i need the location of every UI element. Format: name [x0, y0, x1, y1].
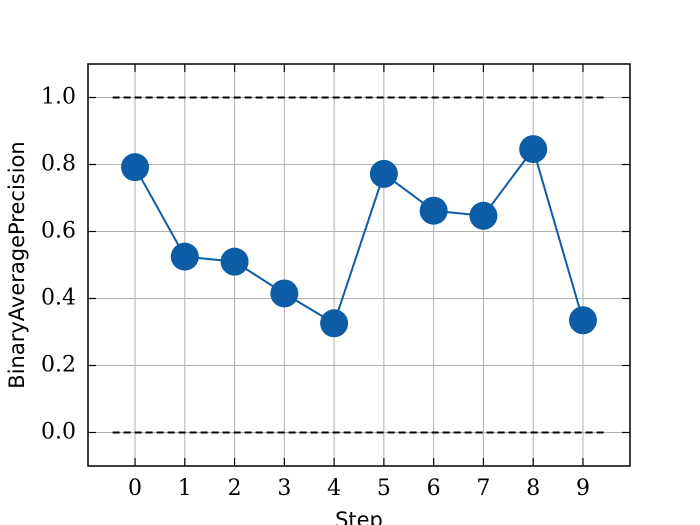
data-point [369, 159, 398, 188]
data-point [519, 135, 548, 164]
plot-frame [87, 63, 631, 467]
y-tick-label: 0.4 [41, 286, 76, 311]
x-tick-label: 0 [128, 476, 142, 501]
data-point [469, 201, 498, 230]
data-point [220, 247, 249, 276]
x-tick-label: 5 [377, 476, 391, 501]
x-tick-label: 8 [526, 476, 540, 501]
data-point [320, 309, 349, 338]
x-tick-label: 7 [476, 476, 490, 501]
series-line [134, 146, 584, 325]
data-point [170, 242, 199, 271]
y-axis-label: BinaryAveragePrecision [5, 141, 29, 388]
x-axis-label: Step [335, 508, 383, 525]
x-tick-label: 4 [327, 476, 341, 501]
x-tick-label: 9 [576, 476, 590, 501]
data-point [270, 279, 299, 308]
x-tick-label: 6 [427, 476, 441, 501]
data-point [419, 196, 448, 225]
y-tick-label: 1.0 [41, 85, 76, 110]
x-tick-label: 3 [277, 476, 291, 501]
y-tick-label: 0.6 [41, 219, 76, 244]
x-tick-label: 1 [178, 476, 192, 501]
data-point [121, 153, 150, 182]
data-point [568, 306, 597, 335]
y-tick-label: 0.2 [41, 353, 76, 378]
y-tick-label: 0.0 [41, 420, 76, 445]
y-tick-label: 0.8 [41, 152, 76, 177]
x-tick-label: 2 [228, 476, 242, 501]
